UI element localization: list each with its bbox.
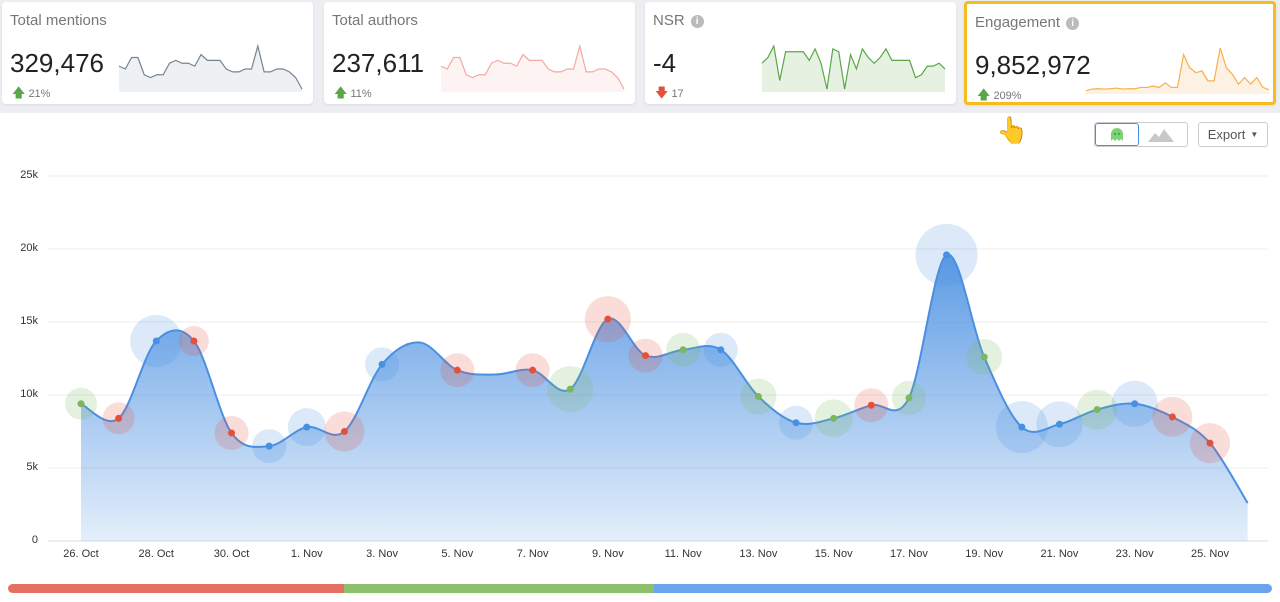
data-point [1018,423,1026,431]
info-icon[interactable]: i [690,15,704,28]
data-point [1168,413,1176,421]
y-tick-label: 20k [20,242,38,254]
delta-value: 21% [28,88,51,100]
x-tick-label: 11. Nov [664,548,702,560]
x-tick-label: 7. Nov [516,548,549,560]
card-value: 9,852,972 [975,50,1091,80]
data-point [717,346,725,354]
data-point [453,366,461,374]
caret-down-icon: ▼ [1250,130,1259,139]
data-point [115,414,123,422]
data-point [943,251,951,259]
area-fill [81,254,1248,541]
data-point [566,385,574,393]
arrow-up-icon: 🡅 [977,87,991,102]
sparkline [761,44,946,92]
data-point [77,400,85,408]
x-tick-label: 26. Oct [63,548,99,560]
card-delta: 🡇 17 [655,84,684,106]
area-chart-icon[interactable] [1139,123,1183,146]
card-title-text: Total authors [332,12,418,29]
data-point [190,337,198,345]
sentiment-bar-neutral[interactable] [653,584,1272,593]
card-title: Engagement i [975,14,1080,31]
x-tick-label: 30. Oct [213,548,250,560]
sparkline [1085,47,1270,94]
metric-card-nsr[interactable]: NSR i -4 🡇 17 [645,2,956,104]
pointer-hand-icon: 👆 [996,115,1029,145]
x-tick-label: 28. Oct [138,548,174,560]
data-point [642,352,649,360]
card-value: -4 [653,48,677,78]
y-tick-label: 15k [20,315,38,327]
x-tick-label: 15. Nov [814,548,853,560]
metric-card-engagement[interactable]: Engagement i 9,852,972 🡅 209% [964,1,1276,105]
arrow-up-icon: 🡅 [334,85,348,100]
data-point [152,337,160,345]
arrow-down-icon: 🡇 [655,85,669,100]
card-value: 237,611 [332,48,425,78]
metric-card-total-authors[interactable]: Total authors 237,611 🡅 11% [324,2,635,104]
sentiment-bar-negative[interactable] [8,584,345,593]
data-point [792,419,800,427]
card-title-text: NSR [653,12,685,29]
data-point [303,423,311,431]
card-delta: 🡅 209% [977,86,1022,108]
delta-value: 11% [350,88,372,100]
data-point [228,429,236,437]
sentiment-bar-positive[interactable] [344,584,654,593]
x-tick-label: 9. Nov [591,548,624,560]
x-tick-label: 13. Nov [739,548,778,560]
data-point [679,346,687,354]
data-point [867,401,875,409]
metric-card-total-mentions[interactable]: Total mentions 329,476 🡅 21% [2,2,313,104]
data-point [265,442,273,450]
data-point [1131,400,1139,408]
x-tick-label: 1. Nov [290,548,323,560]
data-point [980,353,988,361]
chart-type-toggle[interactable] [1094,122,1188,147]
data-point [754,392,762,400]
sparkline [118,43,303,92]
data-point [905,394,913,402]
card-title: Total authors [332,12,418,29]
data-point [378,360,386,368]
data-point [830,414,838,422]
y-tick-label: 25k [20,169,38,181]
x-tick-label: 25. Nov [1191,548,1229,560]
card-delta: 🡅 21% [12,84,50,106]
x-tick-label: 21. Nov [1040,548,1079,560]
sparkline [440,43,625,92]
card-title: Total mentions [10,12,107,29]
y-tick-label: 0 [31,534,38,546]
data-point [1055,420,1063,428]
data-point [340,428,348,435]
export-label: Export [1207,127,1246,142]
data-point [1206,439,1214,447]
x-tick-label: 17. Nov [889,548,928,560]
x-tick-label: 3. Nov [366,548,398,560]
card-delta: 🡅 11% [334,84,372,106]
arrow-up-icon: 🡅 [12,85,26,100]
bubble-chart-icon[interactable] [1095,123,1139,146]
card-title-text: Total mentions [10,12,107,29]
card-title: NSR i [653,12,704,29]
y-tick-label: 5k [26,461,38,473]
x-tick-label: 5. Nov [441,548,474,560]
y-tick-label: 10k [20,388,38,400]
x-tick-label: 23. Nov [1115,548,1154,560]
card-value: 329,476 [10,48,104,78]
data-point [1093,406,1101,414]
info-icon[interactable]: i [1066,17,1080,30]
data-point [529,366,537,374]
delta-value: 209% [993,90,1022,102]
x-tick-label: 19. Nov [965,548,1004,560]
data-point [604,315,612,323]
card-title-text: Engagement [975,14,1061,31]
export-button[interactable]: Export ▼ [1198,122,1268,147]
delta-value: 17 [671,88,684,100]
